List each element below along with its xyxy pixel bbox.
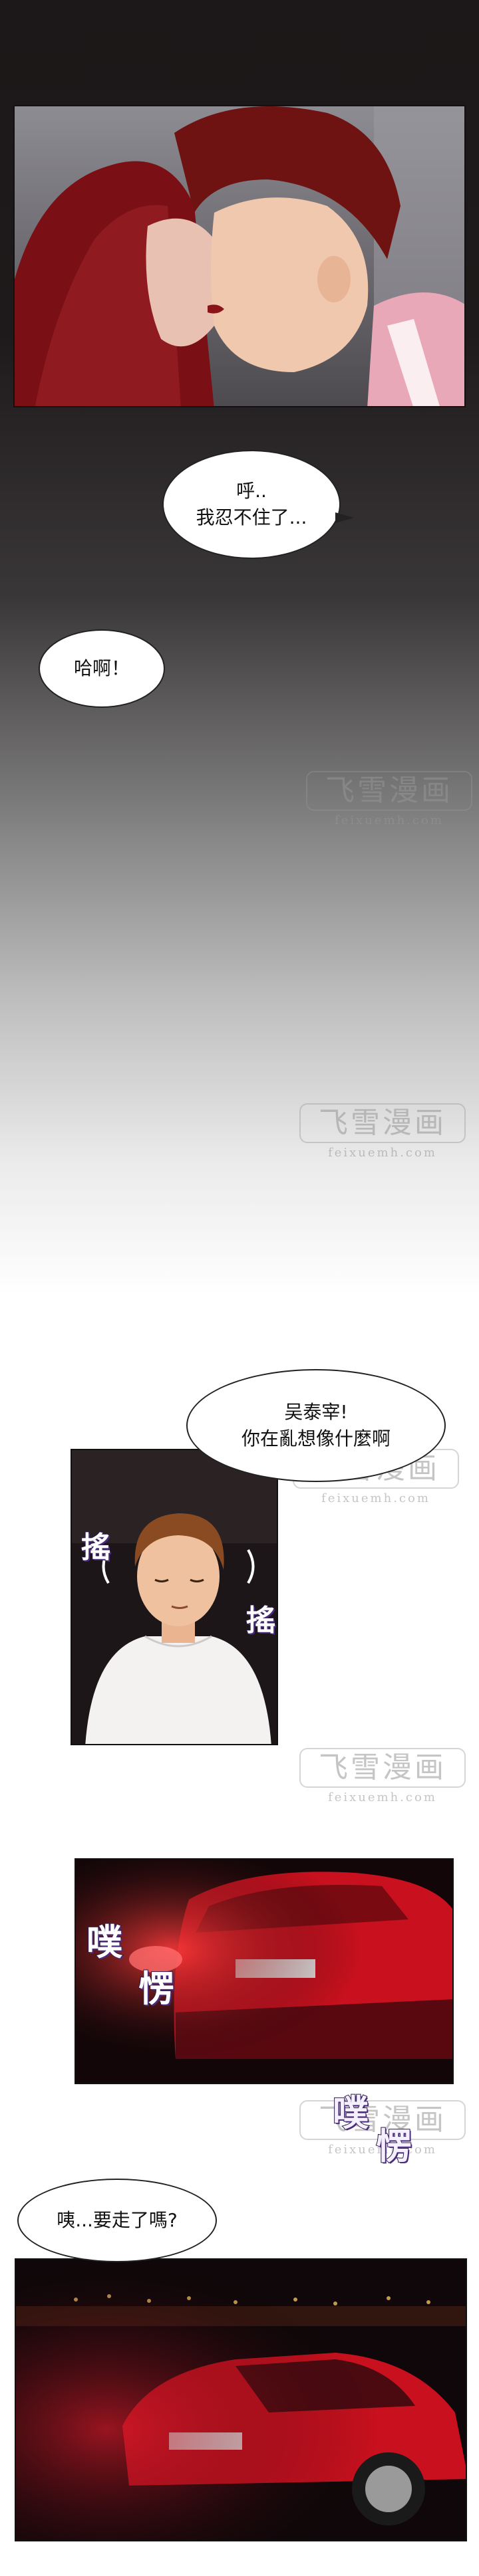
watermark-sub-2: feixuemh.com [328, 1146, 437, 1160]
watermark-5: 飞雪漫画 feixuemh.com [299, 2100, 466, 2173]
sfx-puff-2: 噗 [332, 2091, 369, 2135]
dialogue-haa: 哈啊！ [73, 657, 130, 679]
car-night-illustration [16, 2260, 466, 2540]
dialogue-huh-line1: 呼.. [236, 480, 267, 502]
sfx-shake-right: 搖 [245, 1603, 276, 1638]
sfx-shake-left: 搖 [80, 1530, 111, 1565]
watermark-main-1: 飞雪漫画 [306, 771, 472, 811]
panel-man: 搖 搖 [71, 1449, 278, 1745]
sfx-puff-2b: 愣 [375, 2124, 412, 2168]
watermark-sub-5: feixuemh.com [328, 2143, 437, 2157]
man-illustration [72, 1450, 277, 1744]
watermark-sub-4: feixuemh.com [328, 1790, 437, 1804]
car-rear-illustration [76, 1860, 452, 2083]
watermark-1: 飞雪漫画 feixuemh.com [306, 771, 472, 844]
watermark-sub-1: feixuemh.com [335, 813, 444, 827]
dialogue-wu-line2: 你在亂想像什麼啊 [241, 1428, 391, 1449]
speech-bubble-wu: 吴泰宰! 你在亂想像什麼啊 [186, 1369, 446, 1482]
dialogue-wu-line1: 吴泰宰! [284, 1401, 348, 1423]
panel-car-rear: 噗 愣 [75, 1858, 454, 2084]
watermark-main-4: 飞雪漫画 [299, 1748, 466, 1788]
speech-bubble-huh: 呼.. 我忍不住了... [162, 450, 354, 559]
sfx-puff-1: 噗 [86, 1920, 123, 1964]
watermark-2: 飞雪漫画 feixuemh.com [299, 1103, 466, 1176]
speech-bubble-leave: 咦...要走了嗎? [17, 2179, 217, 2262]
kiss-illustration [15, 106, 464, 406]
dialogue-leave: 咦...要走了嗎? [57, 2209, 178, 2231]
watermark-sub-3: feixuemh.com [321, 1491, 430, 1505]
panel-kiss [13, 105, 466, 407]
dialogue-huh-line2: 我忍不住了... [196, 506, 307, 528]
watermark-main-5: 飞雪漫画 [299, 2100, 466, 2140]
watermark-main-2: 飞雪漫画 [299, 1103, 466, 1143]
watermark-4: 飞雪漫画 feixuemh.com [299, 1748, 466, 1821]
sfx-puff-1b: 愣 [138, 1967, 175, 2010]
panel-car-night [15, 2258, 467, 2541]
speech-bubble-haa: 哈啊！ [39, 629, 165, 708]
